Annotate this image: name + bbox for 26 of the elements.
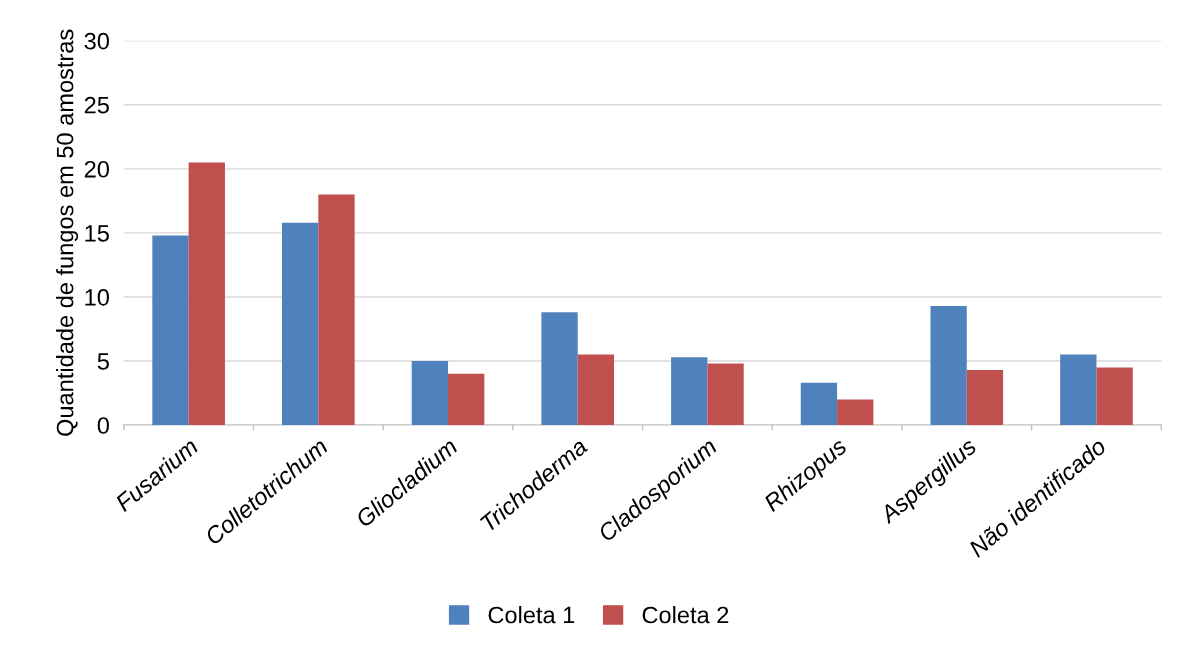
bar [966,369,1004,426]
y-tick-label: 10 [85,289,109,306]
bar [282,222,319,426]
bar [837,399,874,426]
legend-label: Coleta 2 [642,606,729,624]
bar [1060,354,1097,426]
y-axis-title: Quantidade de fungos em 50 amostras [56,29,79,436]
bar [448,373,485,426]
y-tick-label: 30 [84,32,109,50]
y-tick-label: 5 [97,353,109,370]
y-tick-label: 25 [84,96,109,114]
bar [1096,367,1133,426]
bar [152,235,189,426]
bar [707,363,744,426]
bar [671,357,708,426]
y-tick-label: 0 [97,417,109,434]
bar [800,382,838,426]
bar [411,361,449,426]
y-tick-label: 20 [84,160,109,178]
bar [188,162,225,426]
y-tick-label: 15 [85,225,109,242]
bar [577,354,615,426]
bar [318,194,355,426]
bar [930,305,967,426]
bar [541,312,578,426]
legend-label: Coleta 1 [488,606,575,624]
